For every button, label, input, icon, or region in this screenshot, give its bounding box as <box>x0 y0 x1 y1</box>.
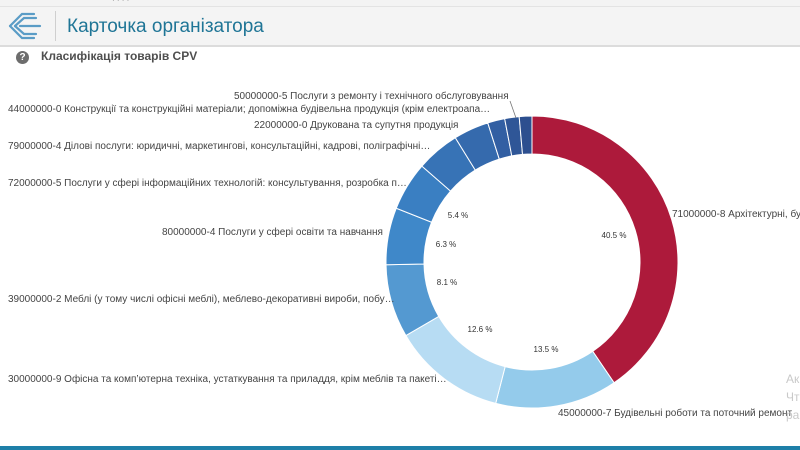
bottom-bar <box>0 446 800 450</box>
logo-icon[interactable] <box>6 10 50 42</box>
slice-percent-label: 8.1 % <box>437 278 457 287</box>
top-strip: · · · · <box>0 0 800 7</box>
slice-percent-label: 5.4 % <box>448 211 468 220</box>
slice-label: 22000000-0 Друкована та супутня продукці… <box>254 120 458 131</box>
chart-title: Класифікація товарів CPV <box>41 49 198 63</box>
slice-label: 72000000-5 Послуги у сфері інформаційних… <box>8 177 407 189</box>
slice-label: 30000000-9 Офісна та комп’ютерна техніка… <box>8 373 447 385</box>
top-strip-text: · · · · <box>112 0 130 5</box>
slice-label: 39000000-2 Меблі (у тому числі офісні ме… <box>8 293 395 305</box>
slice-label: 44000000-0 Конструкції та конструкційні … <box>8 103 490 115</box>
header-divider <box>55 11 56 41</box>
slice-label: 45000000-7 Будівельні роботи та поточний… <box>558 407 793 419</box>
slice-percent-label: 40.5 % <box>602 231 627 240</box>
leader-line <box>509 100 517 119</box>
donut-slice[interactable] <box>518 115 533 155</box>
watermark-line-1: Ак <box>786 372 800 386</box>
slice-percent-label: 12.6 % <box>468 325 493 334</box>
slice-label: 79000000-4 Ділові послуги: юридичні, мар… <box>8 140 430 152</box>
app-header: Карточка організатора <box>0 7 800 47</box>
watermark-line-2: Чт <box>786 390 800 404</box>
slice-label: 80000000-4 Послуги у сфері освіти та нав… <box>162 226 383 238</box>
slice-percent-label: 13.5 % <box>534 345 559 354</box>
slice-label: 71000000-8 Архітектурні, бу <box>672 208 800 220</box>
page-title: Карточка організатора <box>67 16 264 37</box>
slice-percent-label: 6.3 % <box>436 240 456 249</box>
watermark-line-3: ра <box>786 408 800 422</box>
slice-label: 50000000-5 Послуги з ремонту і технічног… <box>234 90 509 102</box>
donut-slice[interactable] <box>495 350 615 409</box>
question-mark-icon[interactable]: ? <box>16 51 29 64</box>
donut-slice[interactable] <box>531 115 679 384</box>
